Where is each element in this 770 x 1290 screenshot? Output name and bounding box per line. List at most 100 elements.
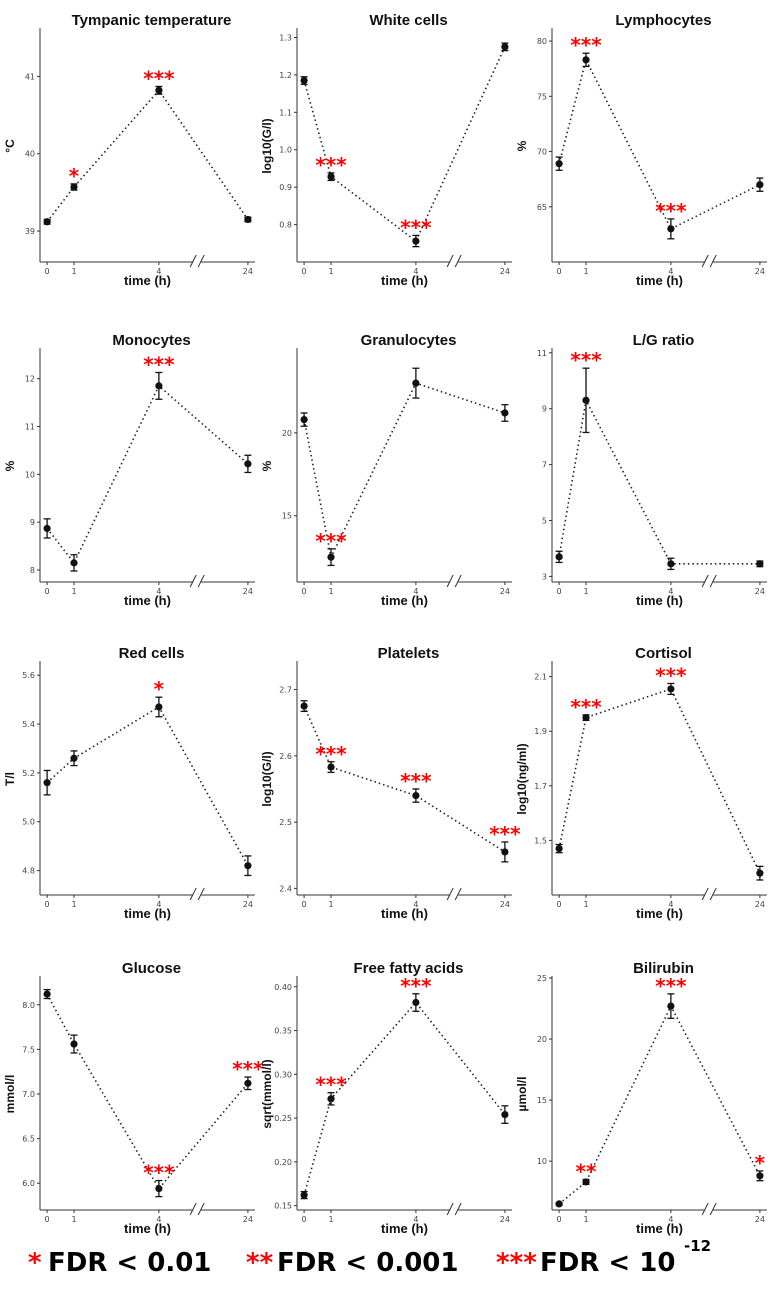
y-tick-label: 39	[25, 227, 35, 236]
significance-stars: ***	[655, 663, 687, 687]
y-tick-label: 1.1	[279, 108, 292, 117]
data-point	[667, 685, 675, 693]
panel-title: Cortisol	[635, 645, 692, 662]
panel-3: Lymphocytes 65 70 75 80% 0 1 4 24 time (h) *** ***	[515, 12, 767, 288]
series-line	[46, 705, 249, 867]
y-tick-label: 70	[537, 148, 547, 157]
significance-stars: ***	[489, 822, 521, 846]
axis-break-mark	[709, 254, 717, 268]
y-axis-label: sqrt(mmol/l)	[260, 1059, 274, 1128]
data-point	[300, 416, 308, 424]
series-line	[303, 1001, 506, 1196]
significance-stars: ***	[315, 742, 347, 766]
axis-break-mark	[701, 574, 709, 588]
x-tick-label: 24	[500, 1215, 510, 1224]
y-tick-label: 15	[282, 512, 292, 521]
y-tick-label: 20	[537, 1035, 547, 1044]
y-tick-label: 2.5	[279, 818, 292, 827]
x-tick-label: 1	[328, 267, 333, 276]
data-point	[582, 396, 590, 404]
axis-break-mark	[446, 574, 454, 588]
x-tick-label: 1	[328, 900, 333, 909]
x-axis-label: time (h)	[381, 593, 428, 608]
legend-superscript-3: -12	[684, 1237, 711, 1255]
x-tick-label: 4	[156, 1215, 161, 1224]
y-tick-label: 0.35	[274, 1027, 292, 1036]
data-point	[155, 1184, 163, 1193]
x-tick-label: 0	[45, 900, 50, 909]
axis-break-mark	[197, 1202, 205, 1216]
x-axis-label: time (h)	[636, 273, 683, 288]
y-tick-label: 3	[542, 572, 547, 581]
y-tick-label: 5.6	[22, 671, 35, 680]
data-point	[582, 713, 590, 722]
x-tick-label: 1	[71, 267, 76, 276]
y-tick-label: 20	[282, 429, 292, 438]
axis-break-mark	[189, 1202, 197, 1216]
x-tick-label: 24	[755, 1215, 765, 1224]
data-point	[501, 409, 509, 417]
y-tick-label: 0.30	[274, 1070, 292, 1079]
y-tick-label: 5.2	[22, 769, 35, 778]
significance-stars: *	[154, 677, 165, 701]
y-tick-label: 7.5	[22, 1045, 35, 1054]
y-tick-label: 7.0	[22, 1090, 35, 1099]
x-axis-label: time (h)	[636, 593, 683, 608]
legend-stars-1: *	[28, 1248, 42, 1278]
x-tick-label: 4	[668, 267, 673, 276]
x-tick-label: 24	[500, 900, 510, 909]
y-tick-label: 5.0	[22, 818, 35, 827]
data-point	[300, 76, 308, 85]
data-point	[327, 1095, 335, 1103]
y-tick-label: 0.25	[274, 1114, 292, 1123]
axis-break-mark	[701, 254, 709, 268]
data-point	[412, 998, 420, 1007]
y-tick-label: 8	[30, 566, 35, 575]
data-point	[155, 86, 163, 94]
panel-title: Lymphocytes	[615, 12, 711, 29]
panel-11: Free fatty acids 0.15 0.20 0.25 0.30 0.35 0.40…	[260, 960, 512, 1236]
data-point	[756, 1172, 764, 1180]
y-tick-label: 5.4	[22, 720, 35, 729]
panel-title: Granulocytes	[361, 332, 457, 349]
axis-break-mark	[709, 574, 717, 588]
x-tick-label: 0	[557, 900, 562, 909]
y-tick-label: 15	[537, 1096, 547, 1105]
data-point	[244, 215, 252, 224]
x-tick-label: 24	[243, 1215, 253, 1224]
data-point	[667, 225, 675, 233]
panel-title: White cells	[369, 12, 447, 29]
panel-title: Monocytes	[112, 332, 190, 349]
x-tick-label: 0	[45, 267, 50, 276]
data-point	[501, 43, 509, 51]
data-point	[43, 990, 51, 998]
y-tick-label: 2.1	[534, 673, 547, 682]
y-tick-label: 8.0	[22, 1001, 35, 1010]
y-tick-label: 12	[25, 375, 35, 384]
axis-break-mark	[454, 574, 462, 588]
data-point	[70, 1040, 78, 1048]
significance-stars: ***	[655, 974, 687, 998]
y-axis-label: %	[3, 460, 17, 471]
panel-4: Monocytes 8 9 10 11 12% 0 1 4 24 time (h) ***	[3, 332, 255, 608]
y-tick-label: 0.9	[279, 183, 292, 192]
panel-6: L/G ratio 3 5 7 9 11 0 1 4 24 time (h) ***	[537, 332, 767, 608]
y-tick-label: 5	[542, 517, 547, 526]
data-point	[555, 845, 563, 853]
x-tick-label: 24	[755, 900, 765, 909]
significance-stars: ***	[570, 348, 602, 372]
significance-stars: ***	[315, 153, 347, 177]
data-point	[43, 524, 51, 533]
series-line	[558, 397, 760, 565]
x-tick-label: 1	[328, 1215, 333, 1224]
panel-title: Tympanic temperature	[72, 12, 232, 29]
y-tick-label: 41	[25, 72, 35, 81]
y-tick-label: 4.8	[22, 867, 35, 876]
x-tick-label: 1	[583, 1215, 588, 1224]
data-point	[501, 1110, 509, 1119]
x-tick-label: 24	[500, 587, 510, 596]
data-point	[501, 848, 509, 856]
data-point	[43, 218, 51, 226]
